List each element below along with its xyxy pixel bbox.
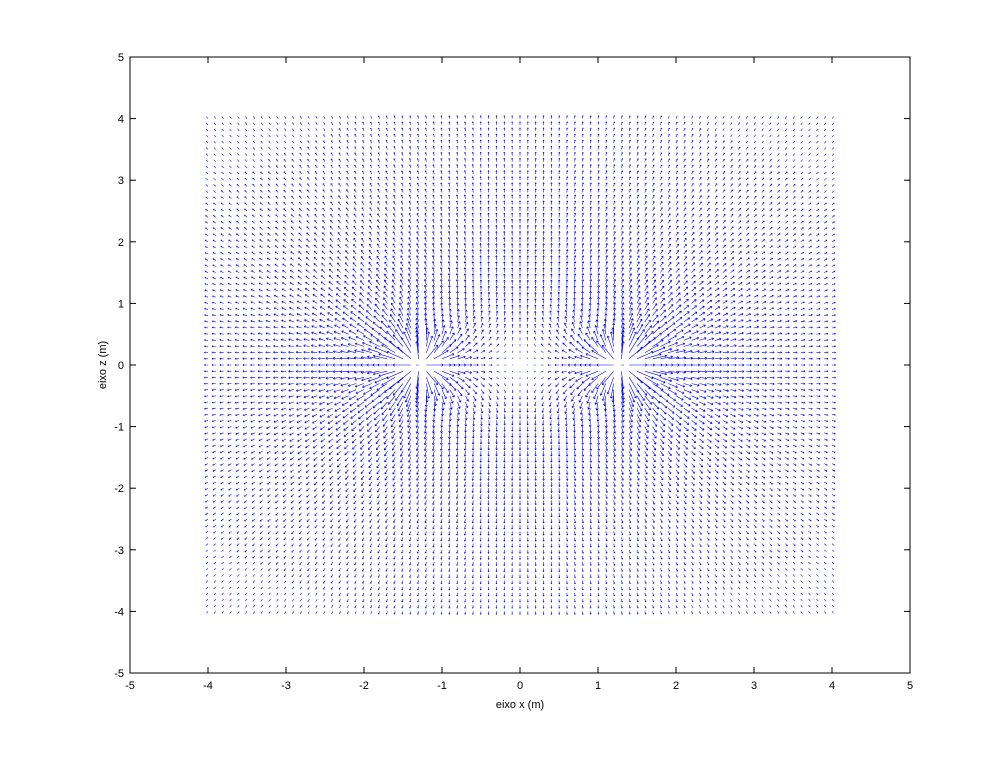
- y-tick-label: -5: [114, 668, 124, 680]
- y-tick-label: 5: [118, 52, 124, 64]
- y-tick-label: -1: [114, 422, 124, 434]
- x-tick-label: 4: [829, 680, 835, 692]
- y-tick-label: 1: [118, 298, 124, 310]
- y-tick-label: -3: [114, 545, 124, 557]
- y-axis-label: eixo z (m): [97, 341, 109, 389]
- x-tick-label: -5: [125, 680, 135, 692]
- vector-field: [204, 115, 836, 615]
- y-tick-label: 2: [118, 237, 124, 249]
- x-tick-label: 3: [751, 680, 757, 692]
- y-tick-label: 4: [118, 114, 124, 126]
- field-arrows: [204, 115, 836, 615]
- y-tick-label: -4: [114, 606, 124, 618]
- x-tick-label: 1: [595, 680, 601, 692]
- x-tick-label: 2: [673, 680, 679, 692]
- x-tick-label: 0: [517, 680, 523, 692]
- y-tick-label: 3: [118, 175, 124, 187]
- x-tick-label: -2: [359, 680, 369, 692]
- x-tick-label: -1: [437, 680, 447, 692]
- x-tick-label: 5: [907, 680, 913, 692]
- x-axis-label: eixo x (m): [496, 699, 544, 711]
- axis-ticks: -5 -4 -3 -2 -1 0 1 2 3 4 5 -5 -4 -3 -2 -1 0 1 2 3 4 5: [114, 52, 913, 692]
- axes-box: [129, 56, 911, 674]
- y-tick-label: -2: [114, 483, 124, 495]
- x-tick-label: -4: [203, 680, 213, 692]
- x-tick-label: -3: [281, 680, 291, 692]
- y-tick-label: 0: [118, 360, 124, 372]
